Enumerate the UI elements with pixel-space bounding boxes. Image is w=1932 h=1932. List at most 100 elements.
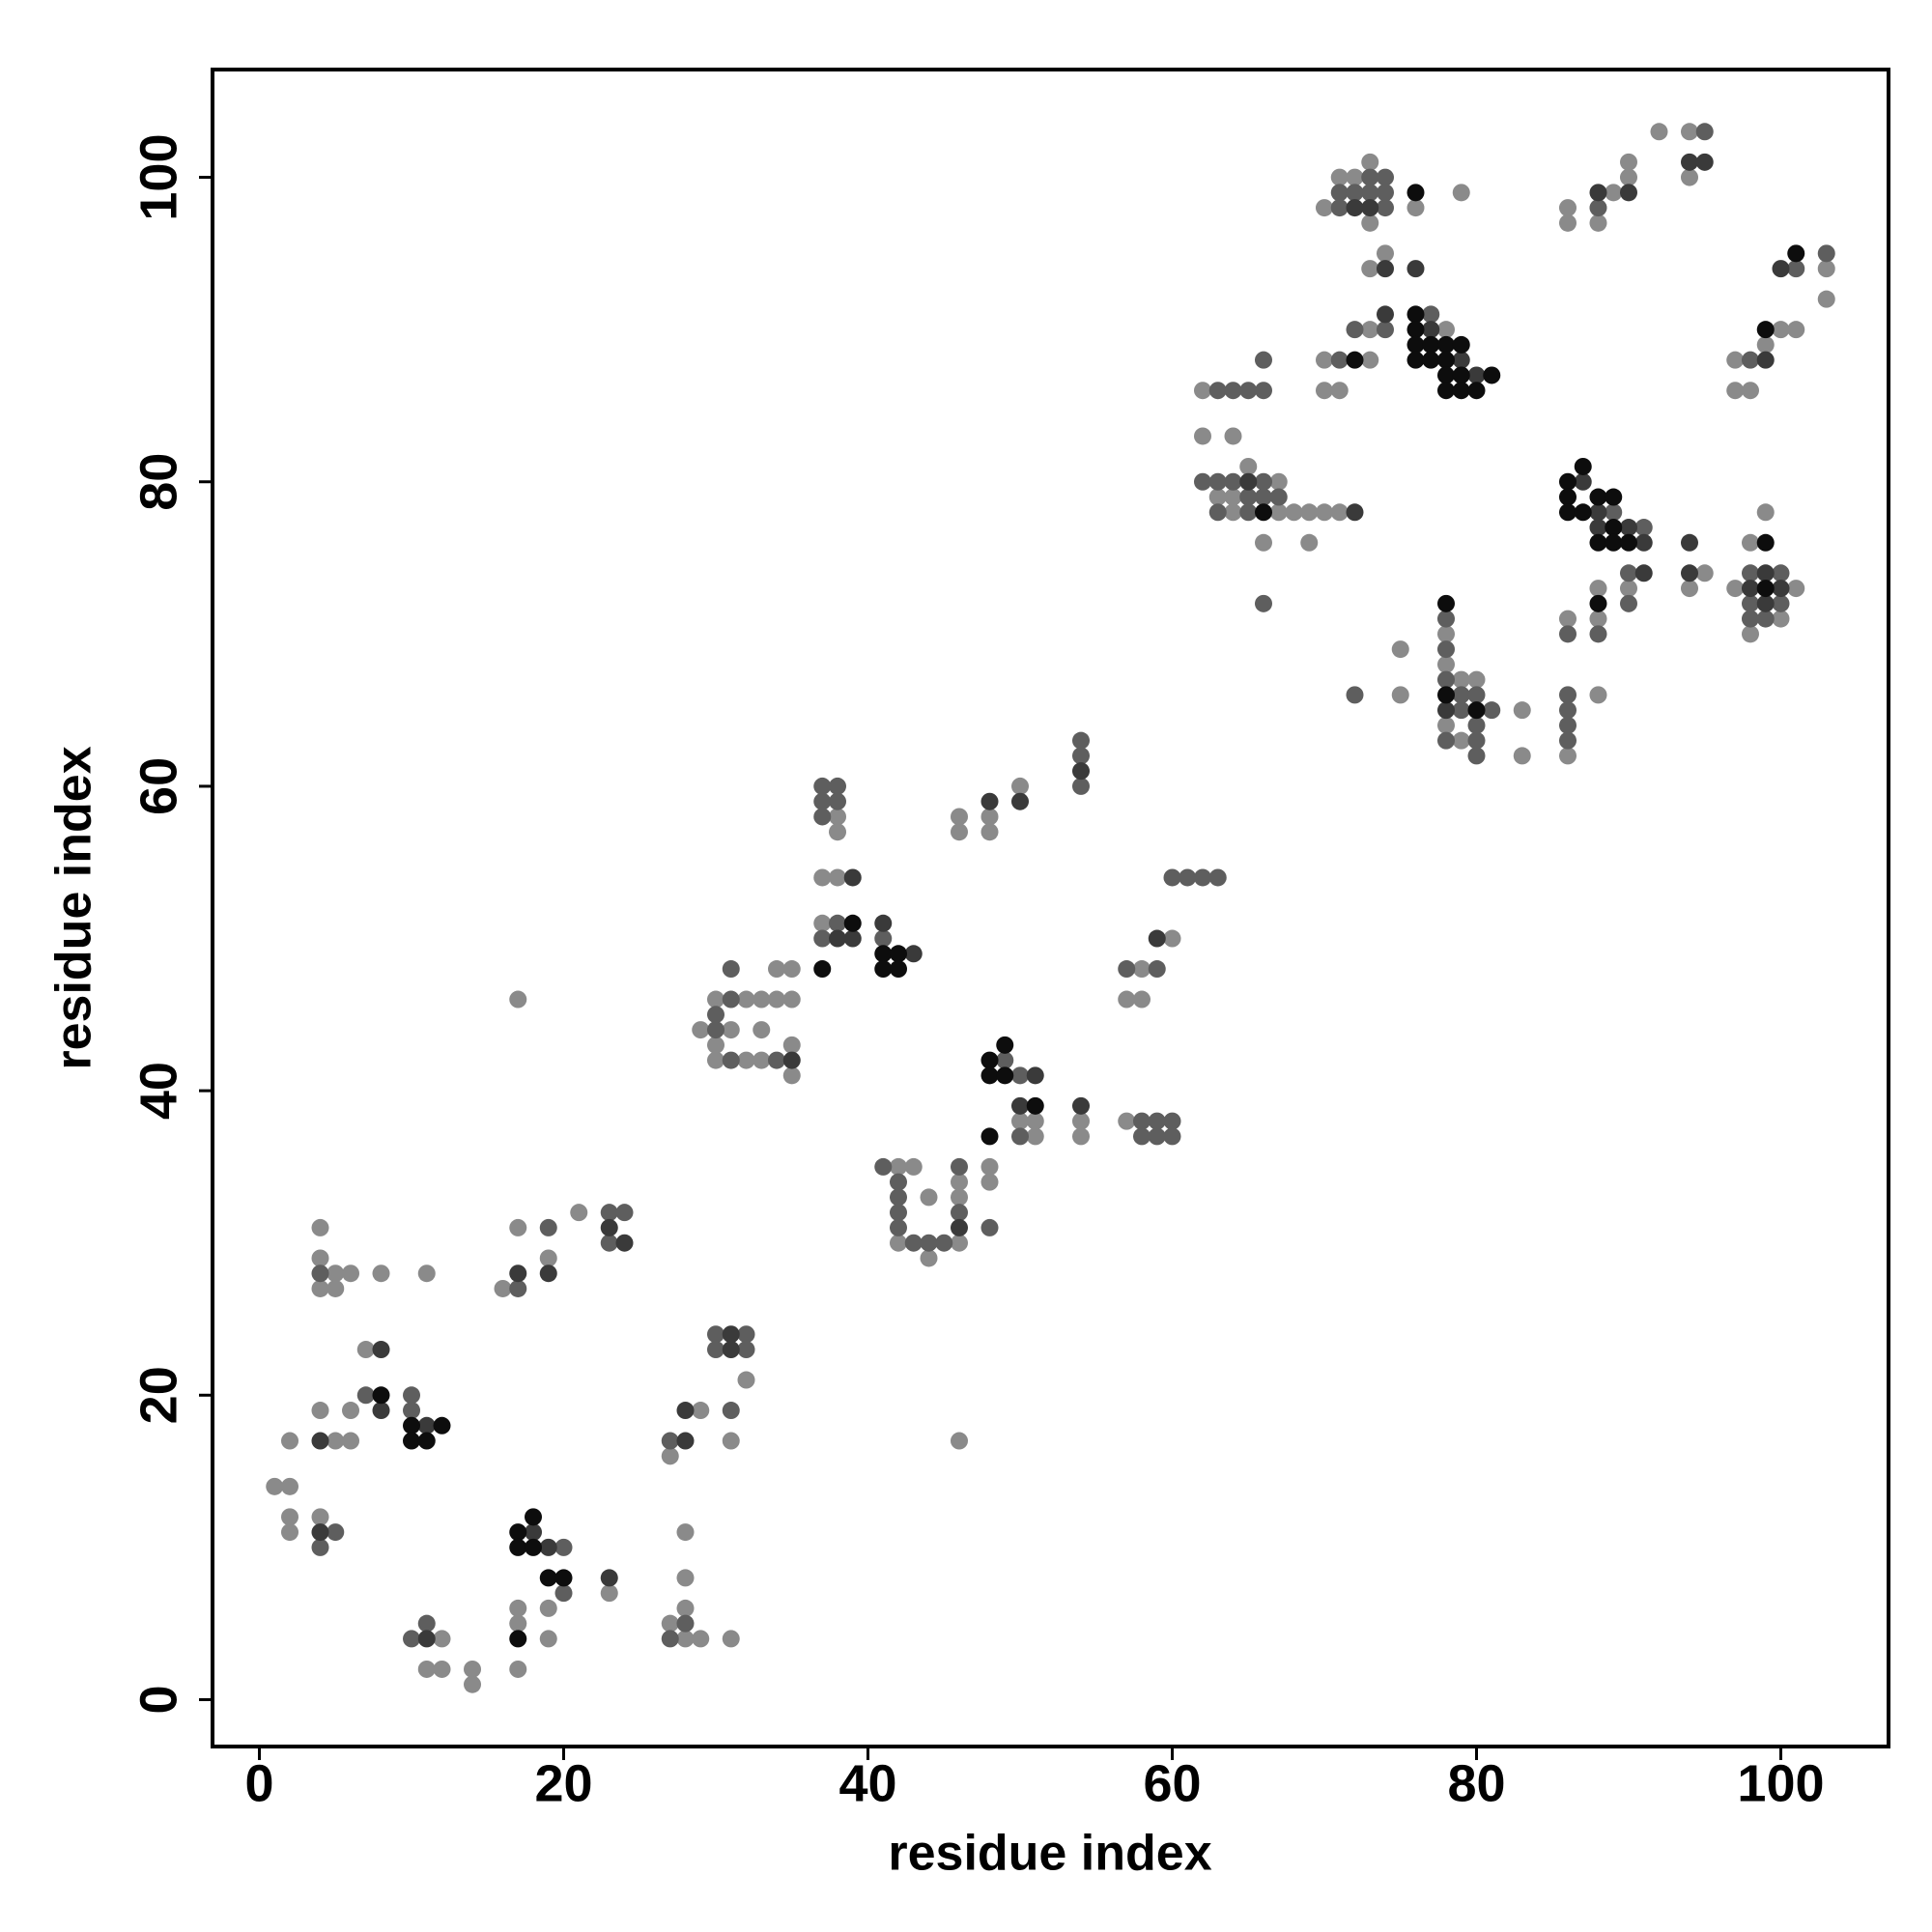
point [1224,427,1242,445]
point [1619,153,1637,171]
point [417,1416,436,1435]
point [1285,503,1303,522]
point [1239,503,1258,522]
point [1589,686,1607,704]
point [1330,168,1349,186]
point [692,1021,710,1039]
point [311,1432,329,1450]
point [1148,960,1166,979]
point [1741,610,1759,628]
point [1300,533,1319,552]
point [1756,533,1775,552]
point [372,1264,390,1283]
point [1376,184,1394,202]
point [1574,472,1592,491]
point [707,1325,725,1344]
point [600,1584,618,1603]
point [403,1630,421,1648]
point [1436,670,1455,689]
point [1346,503,1364,522]
point [1741,382,1759,400]
point [843,914,862,932]
point [417,1614,436,1633]
point [356,1386,375,1405]
point [1634,564,1653,582]
point [722,1051,740,1069]
point [980,1051,999,1069]
point [813,792,832,810]
point [1406,335,1425,354]
point [722,1630,740,1648]
point [1558,472,1577,491]
plot-frame [211,68,1890,1748]
point [1772,610,1790,628]
point [980,823,999,841]
point [996,1051,1014,1069]
point [951,823,969,841]
point [768,990,786,1009]
point [403,1402,421,1420]
point [722,1021,740,1039]
point [1071,1096,1090,1115]
point [1224,382,1242,400]
point [813,808,832,826]
point [1650,123,1668,141]
point [1741,533,1759,552]
point [539,1538,557,1556]
point [509,1279,527,1297]
y-tick-label: 0 [129,1685,187,1714]
point [813,929,832,948]
point [890,1157,908,1176]
point [554,1569,573,1587]
point [1376,199,1394,217]
point [1436,351,1455,369]
point [813,914,832,932]
point [311,1538,329,1556]
point [1680,168,1698,186]
point [1726,382,1745,400]
point [539,1249,557,1267]
point [980,1218,999,1236]
point [1558,716,1577,734]
point [1619,594,1637,612]
point [1787,580,1805,598]
point [1132,1127,1151,1146]
point [539,1218,557,1236]
point [980,792,999,810]
point [1483,366,1501,384]
point [342,1264,360,1283]
point [372,1402,390,1420]
point [1132,990,1151,1009]
point [1315,382,1333,400]
point [1179,868,1197,887]
point [342,1432,360,1450]
point [1071,762,1090,781]
point [327,1523,345,1542]
point [1239,382,1258,400]
point [1680,123,1698,141]
point [1193,472,1211,491]
point [1589,580,1607,598]
point [1026,1127,1044,1146]
point [1772,580,1790,598]
point [372,1341,390,1359]
point [1787,244,1805,263]
point [829,929,847,948]
point [1436,625,1455,643]
point [1330,351,1349,369]
point [1772,564,1790,582]
point [1346,351,1364,369]
point [1558,610,1577,628]
point [1452,382,1470,400]
point [539,1599,557,1617]
point [920,1188,938,1207]
point [1452,366,1470,384]
point [1148,929,1166,948]
point [951,808,969,826]
x-axis-title: residue index [888,1826,1211,1882]
point [707,1051,725,1069]
point [1422,351,1440,369]
point [509,1599,527,1617]
